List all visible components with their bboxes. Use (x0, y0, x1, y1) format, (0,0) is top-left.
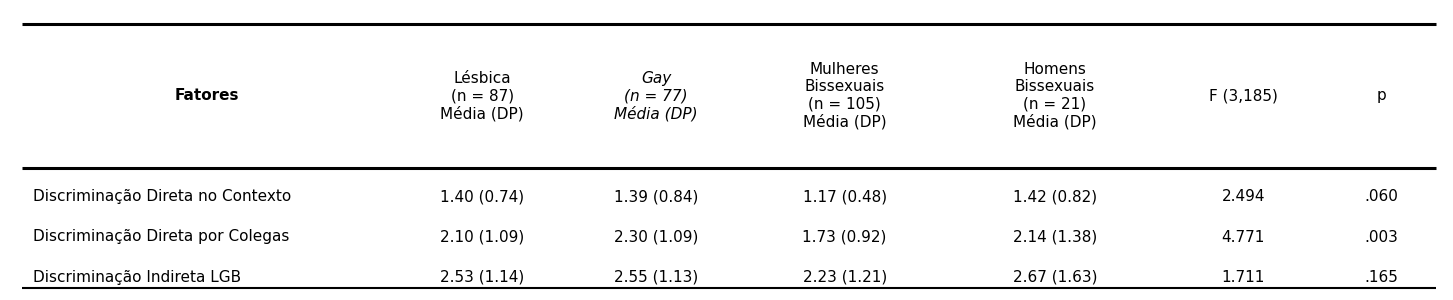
Text: 2.55 (1.13): 2.55 (1.13) (615, 270, 699, 285)
Text: p: p (1376, 88, 1386, 104)
Text: .060: .060 (1364, 189, 1398, 204)
Text: 1.17 (0.48): 1.17 (0.48) (802, 189, 886, 204)
Text: 2.53 (1.14): 2.53 (1.14) (440, 270, 525, 285)
Text: .003: .003 (1364, 230, 1398, 244)
Text: 1.73 (0.92): 1.73 (0.92) (802, 230, 886, 244)
Text: F (3,185): F (3,185) (1209, 88, 1277, 104)
Text: 2.30 (1.09): 2.30 (1.09) (615, 230, 699, 244)
Text: Discriminação Indireta LGB: Discriminação Indireta LGB (33, 270, 241, 285)
Text: Mulheres
Bissexuais
(n = 105)
Média (DP): Mulheres Bissexuais (n = 105) Média (DP) (804, 62, 886, 130)
Text: 4.771: 4.771 (1222, 230, 1266, 244)
Text: Discriminação Direta por Colegas: Discriminação Direta por Colegas (33, 230, 289, 244)
Text: 2.67 (1.63): 2.67 (1.63) (1013, 270, 1097, 285)
Text: .165: .165 (1364, 270, 1398, 285)
Text: Gay
(n = 77)
Média (DP): Gay (n = 77) Média (DP) (615, 71, 697, 121)
Text: Fatores: Fatores (174, 88, 238, 104)
Text: Homens
Bissexuais
(n = 21)
Média (DP): Homens Bissexuais (n = 21) Média (DP) (1013, 62, 1097, 130)
Text: Lésbica
(n = 87)
Média (DP): Lésbica (n = 87) Média (DP) (440, 71, 525, 121)
Text: 1.39 (0.84): 1.39 (0.84) (615, 189, 699, 204)
Text: 2.10 (1.09): 2.10 (1.09) (440, 230, 525, 244)
Text: 1.711: 1.711 (1222, 270, 1266, 285)
Text: 1.40 (0.74): 1.40 (0.74) (440, 189, 525, 204)
Text: 2.23 (1.21): 2.23 (1.21) (802, 270, 886, 285)
Text: 1.42 (0.82): 1.42 (0.82) (1013, 189, 1097, 204)
Text: 2.494: 2.494 (1222, 189, 1266, 204)
Text: Discriminação Direta no Contexto: Discriminação Direta no Contexto (33, 189, 292, 204)
Text: 2.14 (1.38): 2.14 (1.38) (1013, 230, 1097, 244)
